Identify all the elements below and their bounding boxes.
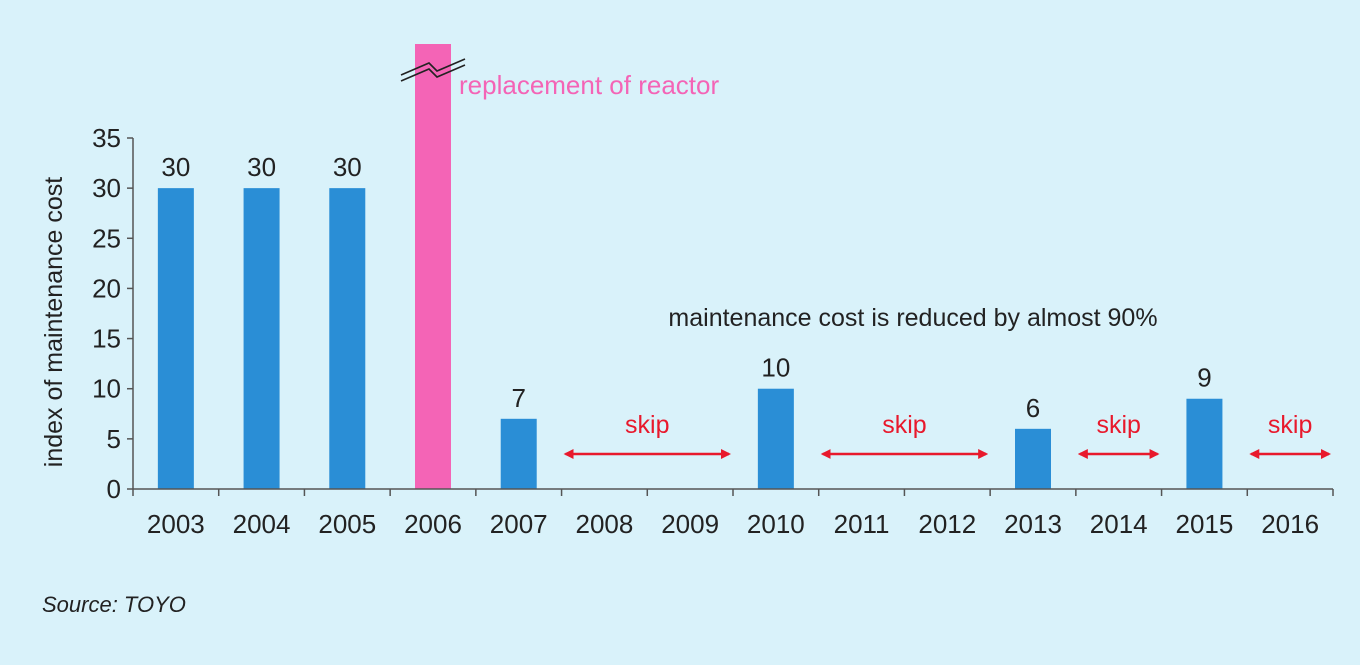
bar-2015	[1186, 398, 1223, 489]
y-tick-label-15: 15	[92, 324, 121, 354]
data-label-2005: 30	[333, 152, 362, 182]
y-tick-label-10: 10	[92, 374, 121, 404]
data-label-2010: 10	[761, 353, 790, 383]
y-tick-label-35: 35	[92, 123, 121, 153]
skip-label-0: skip	[625, 411, 669, 439]
source-note: Source: TOYO	[42, 592, 186, 617]
y-axis-title: index of maintenance cost	[40, 177, 68, 468]
y-tick-label-0: 0	[107, 474, 121, 504]
x-tick-label-2004: 2004	[233, 509, 291, 539]
bar-2004	[243, 188, 280, 489]
data-label-2007: 7	[511, 383, 525, 413]
data-label-2013: 6	[1026, 393, 1040, 423]
x-tick-label-2014: 2014	[1090, 509, 1148, 539]
y-tick-label-5: 5	[107, 424, 121, 454]
x-tick-label-2016: 2016	[1261, 509, 1319, 539]
y-tick-label-30: 30	[92, 173, 121, 203]
x-tick-label-2007: 2007	[490, 509, 548, 539]
axis-break-mark	[400, 58, 466, 76]
data-label-2015: 9	[1197, 363, 1211, 393]
bar-2003	[157, 188, 194, 489]
bar-2010	[757, 388, 794, 489]
y-tick-label-20: 20	[92, 273, 121, 303]
bar-2007	[500, 418, 537, 489]
x-tick-label-2006: 2006	[404, 509, 462, 539]
skip-label-1: skip	[882, 411, 926, 439]
skip-label-3: skip	[1268, 411, 1312, 439]
x-tick-label-2011: 2011	[834, 509, 890, 539]
axis-break-mark-2	[400, 64, 466, 82]
bar-2005	[329, 188, 366, 489]
x-tick-label-2015: 2015	[1176, 509, 1234, 539]
y-tick-label-25: 25	[92, 223, 121, 253]
x-tick-label-2010: 2010	[747, 509, 805, 539]
x-tick-label-2009: 2009	[661, 509, 719, 539]
x-tick-label-2013: 2013	[1004, 509, 1062, 539]
bar-2006	[415, 44, 451, 489]
data-label-2003: 30	[161, 152, 190, 182]
data-label-2004: 30	[247, 152, 276, 182]
highlight-label: replacement of reactor	[459, 70, 719, 100]
skip-label-2: skip	[1096, 411, 1140, 439]
x-tick-label-2012: 2012	[918, 509, 976, 539]
bar-2013	[1015, 428, 1051, 489]
x-tick-label-2008: 2008	[576, 509, 634, 539]
reduction-annotation: maintenance cost is reduced by almost 90…	[668, 304, 1157, 332]
x-tick-label-2005: 2005	[318, 509, 376, 539]
x-tick-label-2003: 2003	[147, 509, 205, 539]
